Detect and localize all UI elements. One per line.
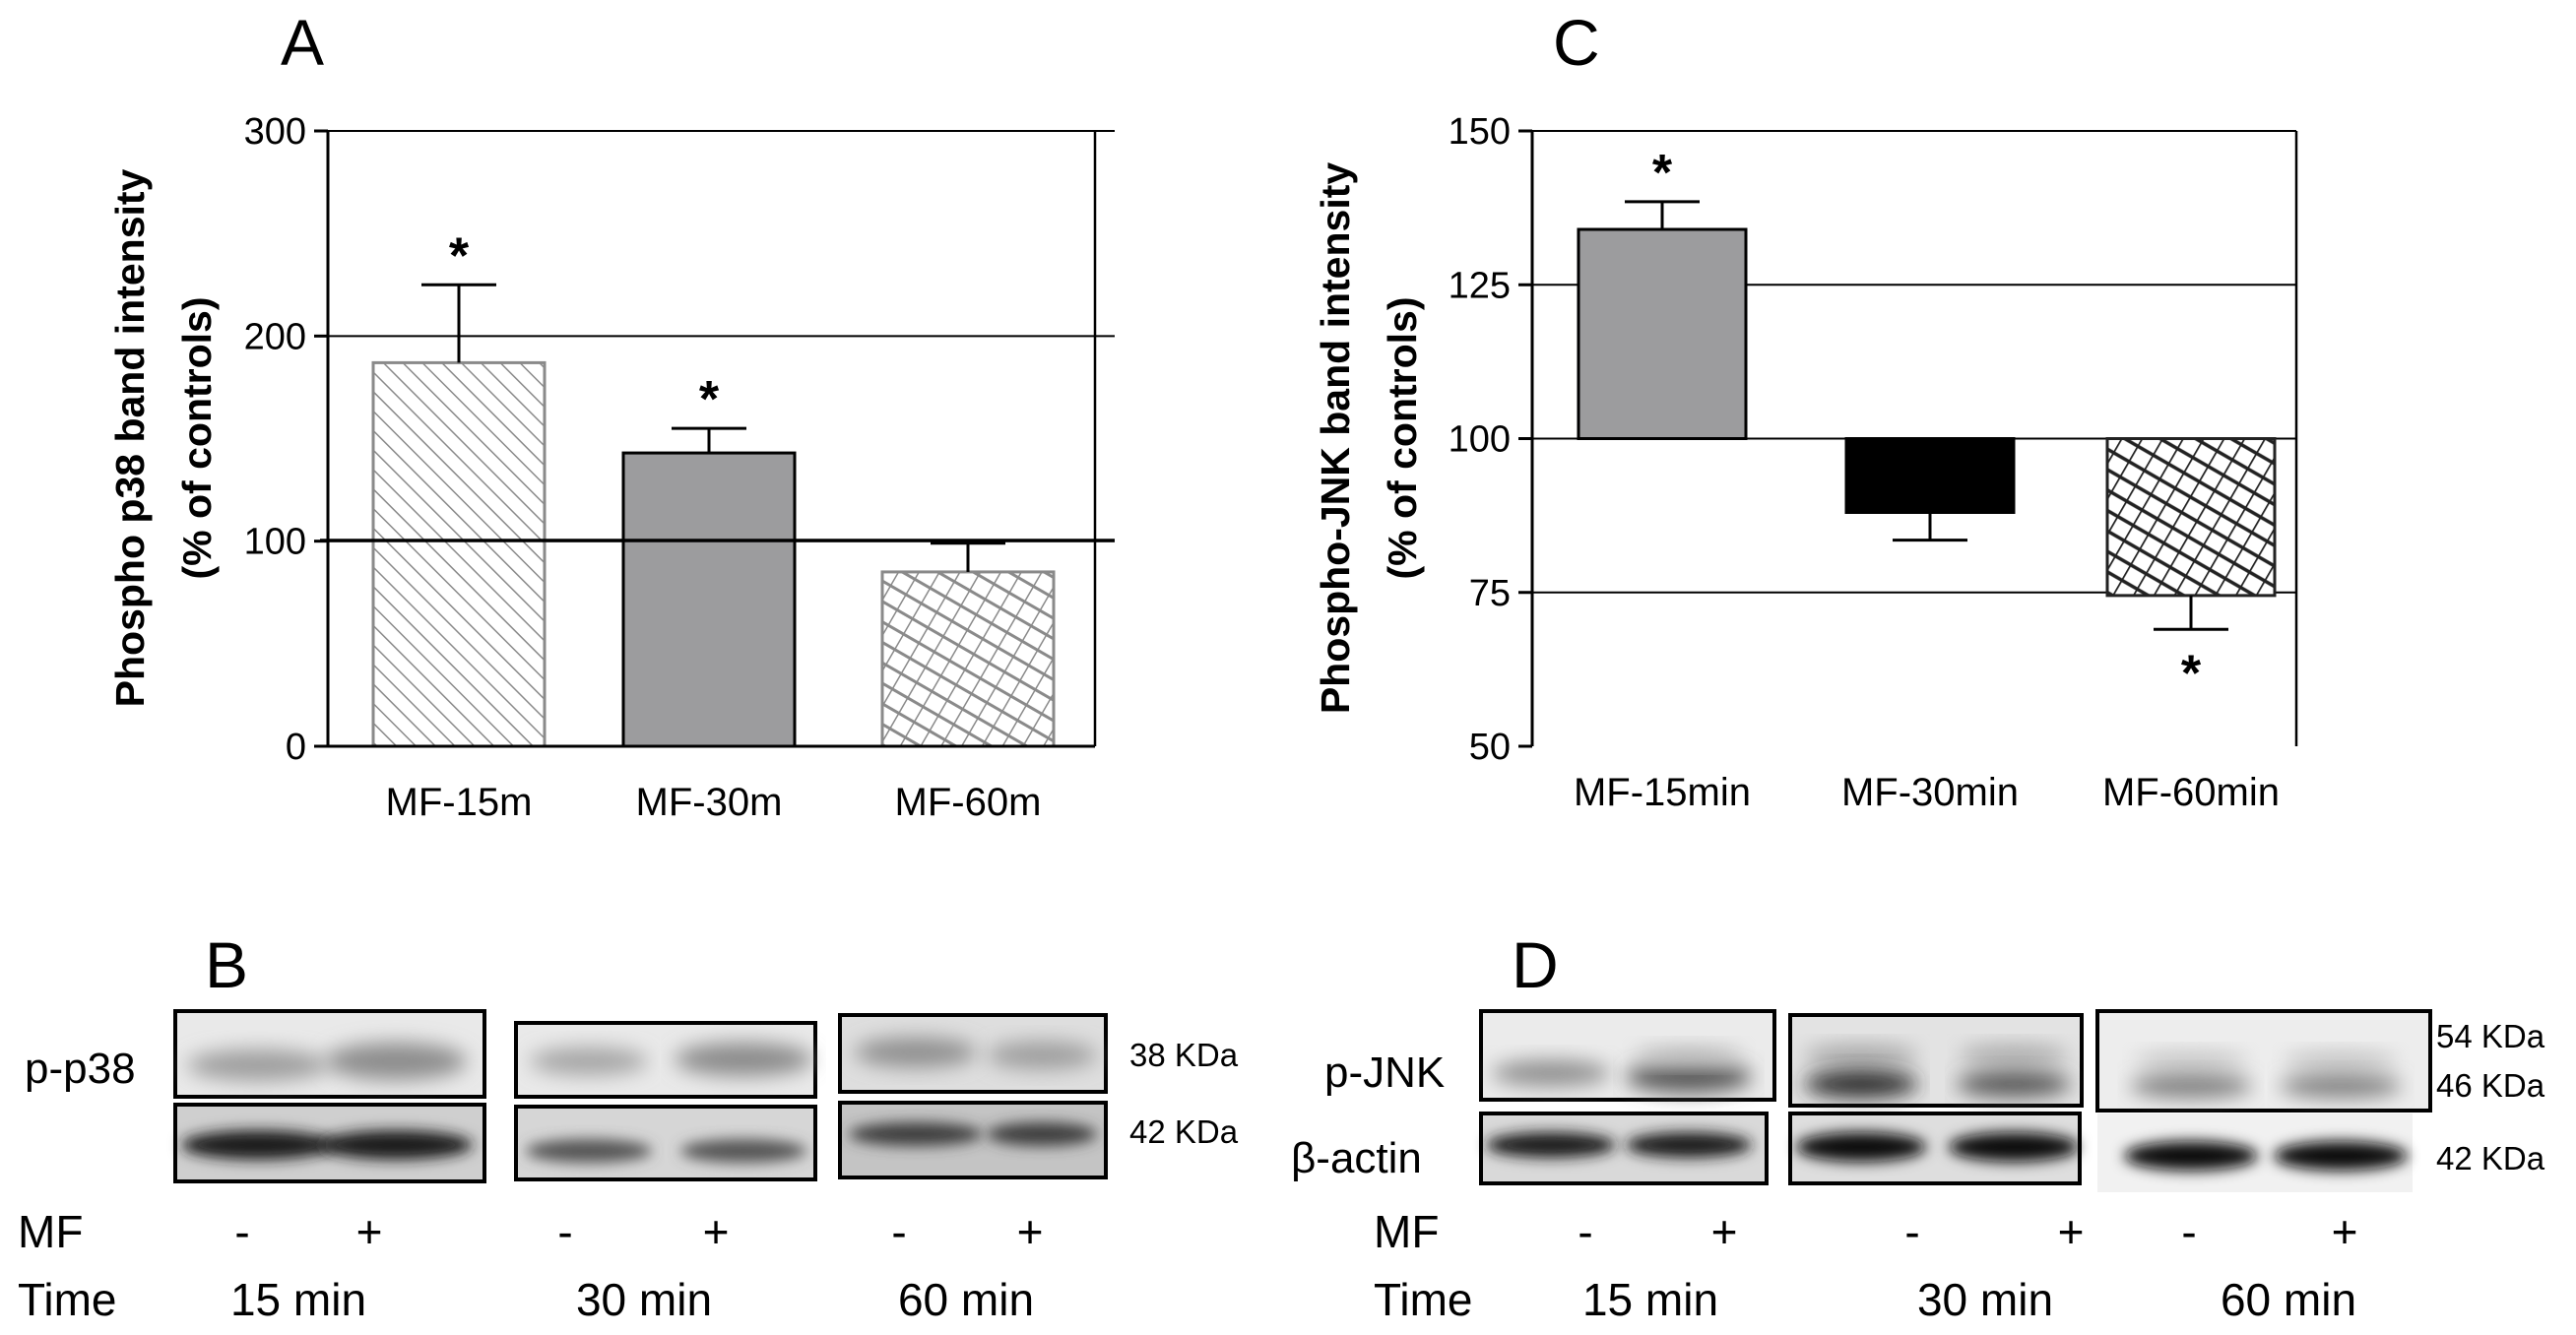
- chart-c-ylabel-line2: (% of controls): [1380, 297, 1425, 580]
- blot-d-panel-15: [1479, 1009, 1776, 1185]
- blot-d-sign: -: [2181, 1206, 2196, 1257]
- blot-d-kda-54: 54 KDa: [2436, 1018, 2545, 1054]
- chart-c-ticks: 50 75 100 125 150: [1449, 111, 1532, 768]
- category-label: MF-60min: [2102, 771, 2280, 814]
- panel-letter-a: A: [281, 6, 324, 79]
- y-tick-label: 100: [244, 522, 306, 563]
- y-tick-label: 300: [244, 111, 306, 153]
- blot-b-time: 15 min: [230, 1274, 366, 1325]
- blot-b-time: 30 min: [576, 1274, 712, 1325]
- blot-d-sign: +: [2332, 1206, 2358, 1257]
- chart-c-ylabel-line1: Phospho-JNK band intensity: [1313, 162, 1358, 715]
- category-label: MF-30min: [1841, 771, 2019, 814]
- blot-b-panel-15: [173, 1009, 486, 1183]
- blot-b-panel-30: [514, 1021, 817, 1181]
- blot-d: p-JNK β-actin: [1291, 1009, 2545, 1325]
- blot-b-kda-42: 42 KDa: [1129, 1113, 1239, 1150]
- blot-d-time: 15 min: [1582, 1274, 1718, 1325]
- category-label: MF-15m: [386, 781, 533, 824]
- chart-a-errorbars: [421, 283, 1005, 572]
- blot-d-time-label: Time: [1374, 1274, 1473, 1325]
- y-tick-label: 200: [244, 316, 306, 357]
- blot-d-row-label-bottom: β-actin: [1291, 1134, 1422, 1182]
- blot-b-time-label: Time: [18, 1274, 117, 1325]
- blot-b-mf-label: MF: [18, 1206, 83, 1257]
- blot-b-sign: +: [1017, 1206, 1044, 1257]
- panel-letter-b: B: [205, 928, 248, 1001]
- panel-letter-d: D: [1512, 928, 1559, 1001]
- y-tick-label: 125: [1449, 265, 1511, 306]
- chart-a-sig: **: [449, 227, 720, 428]
- chart-a-categories: MF-15m MF-30m MF-60m: [386, 781, 1042, 824]
- category-label: MF-15min: [1574, 771, 1751, 814]
- blot-b-time: 60 min: [898, 1274, 1034, 1325]
- chart-a-ylabel-line2: (% of controls): [174, 297, 220, 580]
- chart-a-ticks: 0 100 200 300: [244, 111, 328, 768]
- blot-d-kda-42: 42 KDa: [2436, 1140, 2545, 1176]
- blot-d-sign: -: [1578, 1206, 1592, 1257]
- blot-d-sign: +: [1711, 1206, 1738, 1257]
- chart-c-errorbars: [1625, 200, 2228, 631]
- y-tick-label: 100: [1449, 419, 1511, 461]
- significance-star: *: [449, 227, 470, 285]
- bar: [1844, 437, 2016, 514]
- chart-c-sig: **: [1652, 145, 2202, 702]
- blot-d-kda-46: 46 KDa: [2436, 1067, 2545, 1104]
- chart-c-bars: [1577, 227, 2277, 598]
- blot-b-kda-38: 38 KDa: [1129, 1037, 1239, 1073]
- significance-star: *: [2181, 645, 2202, 702]
- significance-star: *: [1652, 145, 1673, 202]
- blot-d-time: 60 min: [2221, 1274, 2356, 1325]
- blot-b-sign: -: [891, 1206, 906, 1257]
- bar: [1577, 227, 1748, 440]
- bar: [2105, 437, 2277, 598]
- category-label: MF-60m: [895, 781, 1042, 824]
- bar: [880, 570, 1056, 748]
- blot-d-sign: -: [1904, 1206, 1919, 1257]
- blot-d-time: 30 min: [1917, 1274, 2053, 1325]
- blot-b-panel-60: [838, 1013, 1108, 1179]
- bar: [371, 360, 547, 748]
- blot-b: p-p38 38 KDa 42 KDa: [18, 1009, 1239, 1325]
- significance-star: *: [699, 371, 720, 428]
- blot-b-sign: +: [703, 1206, 730, 1257]
- y-tick-label: 75: [1469, 573, 1511, 614]
- chart-c-categories: MF-15min MF-30min MF-60min: [1574, 771, 2280, 814]
- panel-letter-c: C: [1553, 6, 1600, 79]
- blot-b-sign: +: [356, 1206, 383, 1257]
- blot-d-panel-30: [1788, 1013, 2084, 1185]
- blot-b-sign: -: [557, 1206, 572, 1257]
- blot-d-mf-label: MF: [1374, 1206, 1439, 1257]
- blot-b-sign: -: [234, 1206, 249, 1257]
- blot-d-sign: +: [2058, 1206, 2085, 1257]
- y-tick-label: 50: [1469, 727, 1511, 768]
- blot-d-row-label-top: p-JNK: [1324, 1049, 1445, 1097]
- category-label: MF-30m: [636, 781, 783, 824]
- chart-a-ylabel-line1: Phospho p38 band intensity: [107, 168, 153, 707]
- bar: [621, 451, 797, 748]
- blot-b-row-label: p-p38: [25, 1045, 136, 1093]
- y-tick-label: 0: [286, 727, 306, 768]
- y-tick-label: 150: [1449, 111, 1511, 153]
- blot-d-panel-60: [2095, 1009, 2432, 1192]
